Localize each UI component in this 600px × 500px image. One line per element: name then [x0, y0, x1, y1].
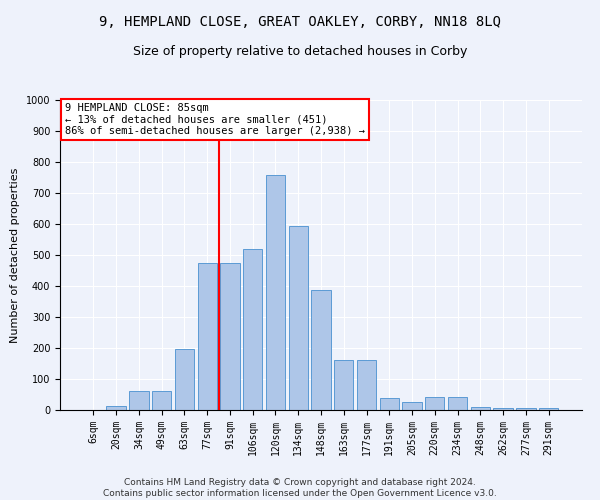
- Bar: [493, 408, 513, 410]
- Bar: [516, 408, 536, 410]
- Text: Contains HM Land Registry data © Crown copyright and database right 2024.
Contai: Contains HM Land Registry data © Crown c…: [103, 478, 497, 498]
- Text: Size of property relative to detached houses in Corby: Size of property relative to detached ho…: [133, 45, 467, 58]
- Bar: [448, 396, 467, 410]
- Bar: [311, 290, 331, 410]
- Bar: [152, 391, 172, 410]
- Bar: [175, 349, 194, 410]
- Y-axis label: Number of detached properties: Number of detached properties: [10, 168, 20, 342]
- Bar: [539, 408, 558, 410]
- Bar: [266, 175, 285, 410]
- Text: 9 HEMPLAND CLOSE: 85sqm
← 13% of detached houses are smaller (451)
86% of semi-d: 9 HEMPLAND CLOSE: 85sqm ← 13% of detache…: [65, 103, 365, 136]
- Bar: [197, 264, 217, 410]
- Text: 9, HEMPLAND CLOSE, GREAT OAKLEY, CORBY, NN18 8LQ: 9, HEMPLAND CLOSE, GREAT OAKLEY, CORBY, …: [99, 15, 501, 29]
- Bar: [470, 407, 490, 410]
- Bar: [357, 360, 376, 410]
- Bar: [129, 391, 149, 410]
- Bar: [380, 398, 399, 410]
- Bar: [243, 249, 262, 410]
- Bar: [425, 396, 445, 410]
- Bar: [289, 226, 308, 410]
- Bar: [106, 406, 126, 410]
- Bar: [403, 402, 422, 410]
- Bar: [220, 264, 239, 410]
- Bar: [334, 360, 353, 410]
